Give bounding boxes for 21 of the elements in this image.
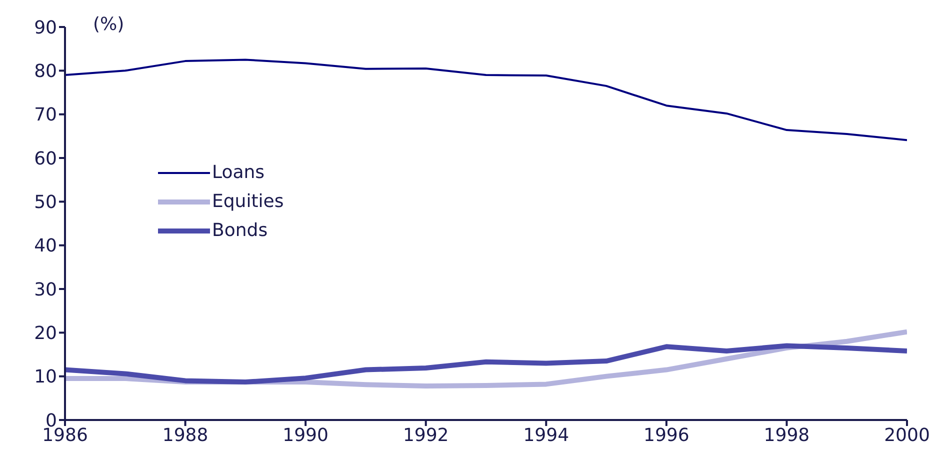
x-tick-label: 2000 bbox=[884, 424, 930, 446]
x-tick-label: 1994 bbox=[523, 424, 570, 446]
legend-label: Bonds bbox=[212, 220, 268, 241]
x-tick-label: 1998 bbox=[764, 424, 810, 446]
y-tick-label: 50 bbox=[34, 192, 57, 214]
y-tick-label: 40 bbox=[34, 236, 57, 257]
x-tick-label: 1996 bbox=[644, 424, 690, 446]
y-tick-label: 90 bbox=[34, 17, 57, 38]
y-tick-label: 70 bbox=[34, 104, 57, 126]
line-series bbox=[65, 58, 907, 142]
y-tick-label: 30 bbox=[34, 279, 57, 300]
legend-label: Equities bbox=[212, 191, 284, 212]
annotation: (%) bbox=[93, 14, 124, 35]
x-tick-label: 1990 bbox=[282, 424, 328, 446]
x-tick-label: 1988 bbox=[162, 424, 208, 446]
y-tick-label: 10 bbox=[34, 366, 57, 388]
y-tick-label: 20 bbox=[34, 323, 57, 344]
legend-label: Loans bbox=[212, 162, 265, 183]
y-tick-label: 60 bbox=[34, 148, 57, 170]
y-tick-label: 80 bbox=[34, 61, 57, 82]
x-tick-label: 1992 bbox=[402, 424, 449, 446]
